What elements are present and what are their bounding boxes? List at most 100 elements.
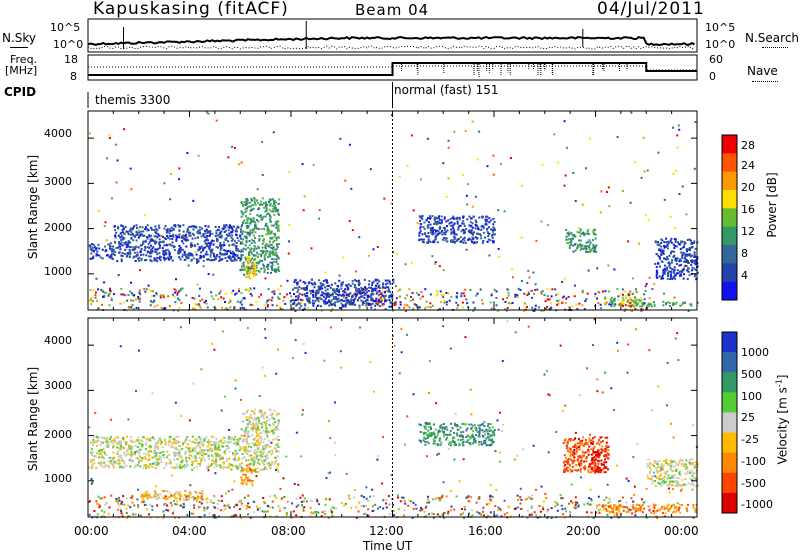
power-region-1-pixel [198,231,201,234]
power-region-1-pixel [202,256,205,259]
velocity-region-0-pixel [98,450,101,453]
power-region-10-pixel [671,277,674,280]
velocity-clutter-pixel [445,495,448,498]
velocity-region-0-pixel [112,451,115,454]
power-clutter-pixel [581,304,584,307]
velocity-scatter-pixel [329,437,332,440]
velocity-region-0-pixel [220,465,223,468]
velocity-region-0-pixel [222,456,225,459]
velocity-region-1-pixel [262,417,265,420]
velocity-region-0-pixel [175,466,178,469]
power-region-1-pixel [216,238,219,241]
velocity-scatter-pixel [437,452,440,455]
velocity-clutter-pixel [118,499,121,502]
velocity-clutter-pixel [588,497,591,500]
power-scatter-pixel [543,294,546,297]
power-clutter-pixel [132,299,135,302]
velocity-clutter-pixel [219,509,222,512]
power-region-4-pixel [307,282,310,285]
power-clutter-pixel [555,294,558,297]
power-region-2-pixel [245,202,248,205]
power-region-6-pixel [585,241,588,244]
velocity-clutter-pixel [603,499,606,502]
power-region-4-pixel [312,289,315,292]
power-region-6-pixel [567,234,570,237]
velocity-scatter-pixel [404,443,407,446]
power-region-2-pixel [253,249,256,252]
power-region-5-pixel [434,229,437,232]
velocity-region-1-pixel [256,467,259,470]
power-region-4-pixel [321,287,324,290]
power-region-10-pixel [655,253,658,256]
power-scatter-pixel [202,233,205,236]
velocity-region-0-pixel [138,458,141,461]
velocity-region-0-pixel [91,463,94,466]
power-region-2-pixel [249,205,252,208]
power-region-5-pixel [450,240,453,243]
power-region-1-pixel [138,259,141,262]
power-region-1-pixel [228,254,231,257]
power-region-8-pixel [629,305,632,308]
power-region-5-pixel [464,241,467,244]
power-region-5-pixel [456,222,459,225]
power-region-4-pixel [385,299,388,302]
velocity-scatter-pixel [400,496,403,499]
x-tick-6: 00:00 [664,524,699,538]
power-region-6-pixel [573,233,576,236]
power-region-4-pixel [363,296,366,299]
power-region-2-pixel [275,254,278,257]
power-region-6-pixel [578,231,581,234]
power-clutter-pixel [126,299,129,302]
power-region-4-pixel [362,301,365,304]
power-clutter-pixel [394,301,397,304]
power-region-5-pixel [469,225,472,228]
power-region-5-pixel [450,221,453,224]
power-scatter-pixel [540,309,543,312]
velocity-scatter-pixel [495,488,498,491]
power-region-1-pixel [227,235,230,238]
power-region-5-pixel [422,238,425,241]
power-clutter-pixel [94,293,97,296]
power-region-2-pixel [273,232,276,235]
power-region-4-pixel [342,300,345,303]
power-region-2-pixel [271,251,274,254]
velocity-region-0-pixel [123,453,126,456]
power-region-4-pixel [378,293,381,296]
power-region-1-pixel [205,229,208,232]
velocity-region-0-pixel [144,465,147,468]
power-scatter-pixel [205,299,208,302]
power-region-4-pixel [294,295,297,298]
power-region-2-pixel [241,250,244,253]
power-region-0-pixel [89,248,92,251]
power-region-6-pixel [570,243,573,246]
power-region-10-pixel [656,243,659,246]
power-region-4-pixel [370,286,373,289]
velocity-clutter-pixel [426,495,429,498]
velocity-scatter-pixel [328,420,331,423]
velocity-region-1-pixel [264,458,267,461]
power-region-2-pixel [255,261,258,264]
power-clutter-pixel [277,288,280,291]
velocity-clutter-pixel [495,514,498,517]
velocity-region-1-pixel [277,435,280,438]
power-scatter-pixel [318,217,321,220]
velocity-scatter-pixel [420,506,423,509]
velocity-clutter-pixel [263,502,266,505]
velocity-region-0-pixel [209,447,212,450]
velocity-clutter-pixel [231,515,234,518]
velocity-scatter-pixel [627,343,630,346]
power-region-2-pixel [245,241,248,244]
velocity-clutter-pixel [171,513,174,516]
power-region-2-pixel [253,241,256,244]
power-region-1-pixel [188,254,191,257]
power-region-4-pixel [325,279,328,282]
power-region-1-pixel [120,254,123,257]
velocity-region-0-pixel [163,456,166,459]
power-region-2-pixel [253,267,256,270]
power-region-1-pixel [187,229,190,232]
power-clutter-pixel [506,306,509,309]
power-region-1-pixel [162,256,165,259]
power-region-10-pixel [676,257,679,260]
velocity-region-1-pixel [266,419,269,422]
velocity-region-0-pixel [236,438,239,441]
